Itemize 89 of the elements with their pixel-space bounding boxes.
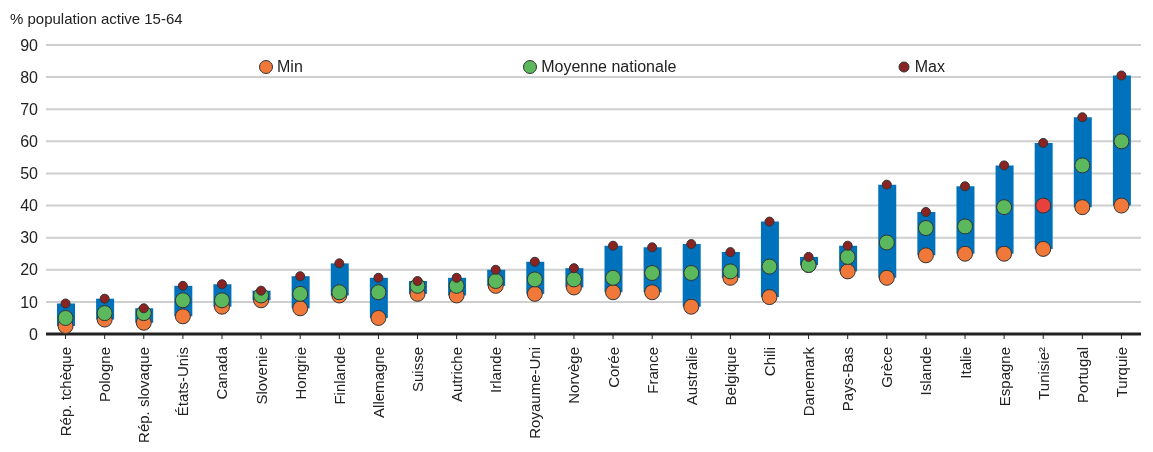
x-tick-label: Rép. slovaque [135,347,153,443]
point [842,240,853,251]
point [1035,197,1052,214]
point [1038,137,1049,148]
point [490,264,501,275]
point [295,271,306,282]
point [764,216,775,227]
point [1113,197,1130,214]
point [608,240,619,251]
x-tick-label: Slovenie [252,347,270,405]
x-tick-label: Corée [604,347,622,388]
point [292,300,309,317]
x-tick-label: Hongrie [291,347,309,400]
point [1077,112,1088,123]
point [878,269,895,286]
point [451,272,462,283]
point [174,308,191,325]
x-tick-label: Tunisie² [1034,347,1052,400]
point [1074,157,1091,174]
legend-label: Moyenne nationale [541,58,677,76]
y-tick-label: 60 [20,133,39,151]
y-tick-label: 80 [20,68,39,86]
x-tick-label: Royaume-Uni [526,347,544,439]
point [99,293,110,304]
point [487,273,504,290]
legend-label: Max [914,58,945,76]
x-tick-label: Canada [213,346,231,400]
x-tick-label: Chili [760,347,778,377]
x-tick-label: Norvège [565,347,583,404]
x-tick-label: Portugal [1073,347,1091,403]
point [761,289,778,306]
point [1113,133,1130,150]
point [334,258,345,269]
x-tick-label: Finlande [330,347,348,405]
point [644,284,661,301]
point [1074,199,1091,216]
point [881,179,892,190]
point [216,279,227,290]
x-tick-label: Allemagne [369,347,387,418]
x-tick-label: Irlande [487,347,505,393]
point [60,298,71,309]
y-tick-label: 50 [20,165,39,183]
x-tick-label: Pays-Bas [839,347,857,412]
point [529,256,540,267]
point [177,280,188,291]
point [999,160,1010,171]
point [878,234,895,251]
point [920,206,931,217]
x-tick-label: Islande [917,347,935,396]
y-tick-label: 30 [20,229,39,247]
x-tick-label: Pologne [96,347,114,403]
x-tick-label: France [643,347,661,394]
x-tick-label: Rép. tchèque [57,347,75,437]
y-tick-label: 20 [20,261,39,279]
point [1116,70,1127,81]
x-tick-label: Australie [682,347,700,406]
x-tick-label: Danemark [800,346,818,417]
point [917,247,934,264]
point [1035,240,1052,257]
x-tick-label: Suisse [409,347,427,393]
point [526,285,543,302]
point [960,181,971,192]
legend-label: Min [277,58,303,76]
x-tick-label: Italie [956,347,974,379]
point [373,272,384,283]
x-tick-label: États-Unis [174,347,192,417]
point [686,239,697,250]
x-tick-label: Belgique [721,347,739,406]
y-tick-label: 40 [20,197,39,215]
x-tick-label: Autriche [448,347,466,403]
point [996,199,1013,216]
y-tick-label: 90 [20,36,39,54]
point [647,242,658,253]
x-tick-label: Turquie [1112,347,1130,398]
point [957,245,974,262]
point [370,309,387,326]
y-tick-label: 0 [29,325,39,343]
point [839,263,856,280]
y-tick-label: 10 [20,293,39,311]
point [683,298,700,315]
point [803,251,814,262]
x-tick-label: Grèce [878,347,896,388]
point [568,263,579,274]
y-tick-label: 70 [20,100,39,118]
point [761,258,778,275]
point [996,245,1013,262]
x-tick-label: Espagne [995,347,1013,407]
point [605,284,622,301]
y-axis-title: % population active 15-64 [10,10,183,27]
